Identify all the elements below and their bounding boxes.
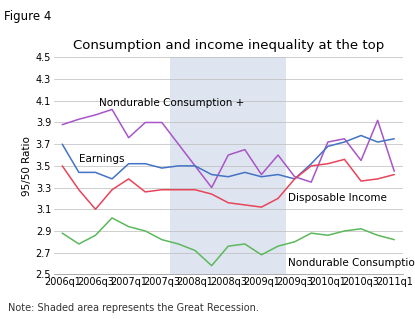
Bar	[170, 57, 286, 274]
Title: Consumption and income inequality at the top: Consumption and income inequality at the…	[73, 39, 384, 52]
Text: Nondurable Consumption: Nondurable Consumption	[288, 258, 415, 269]
Text: Figure 4: Figure 4	[4, 10, 51, 23]
Text: Nondurable Consumption +: Nondurable Consumption +	[99, 98, 244, 108]
Text: Earnings: Earnings	[79, 154, 124, 164]
Y-axis label: 95/50 Ratio: 95/50 Ratio	[22, 136, 32, 196]
Text: Disposable Income: Disposable Income	[288, 193, 387, 204]
Text: Note: Shaded area represents the Great Recession.: Note: Shaded area represents the Great R…	[8, 303, 259, 313]
